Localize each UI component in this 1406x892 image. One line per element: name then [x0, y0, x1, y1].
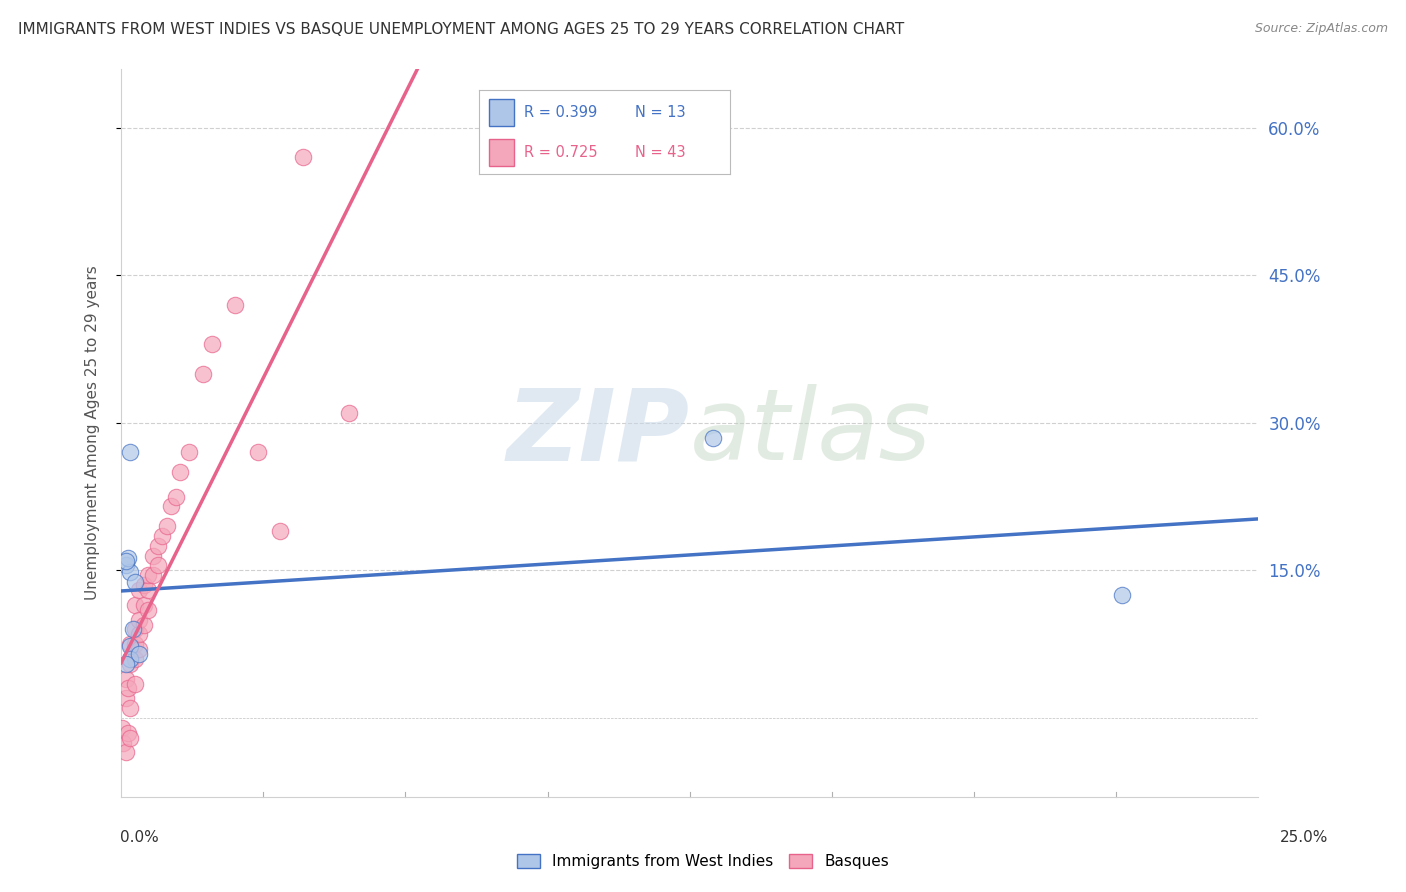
- Point: [337, 406, 360, 420]
- Point: [114, 691, 136, 706]
- Point: [114, 672, 136, 686]
- Point: [191, 367, 214, 381]
- Point: [165, 490, 187, 504]
- Point: [132, 617, 155, 632]
- Point: [246, 445, 269, 459]
- Point: [124, 637, 146, 651]
- Point: [114, 657, 136, 671]
- Point: [142, 568, 165, 582]
- Point: [160, 500, 183, 514]
- Point: [128, 647, 150, 661]
- Point: [146, 539, 169, 553]
- Point: [114, 558, 136, 573]
- Point: [117, 681, 139, 696]
- Point: [114, 746, 136, 760]
- Text: IMMIGRANTS FROM WEST INDIES VS BASQUE UNEMPLOYMENT AMONG AGES 25 TO 29 YEARS COR: IMMIGRANTS FROM WEST INDIES VS BASQUE UN…: [18, 22, 904, 37]
- Text: 0.0%: 0.0%: [120, 830, 159, 845]
- Point: [117, 725, 139, 739]
- Point: [132, 578, 155, 592]
- Point: [120, 566, 142, 580]
- Point: [120, 652, 142, 666]
- Point: [117, 550, 139, 565]
- Point: [120, 731, 142, 745]
- Point: [292, 150, 315, 164]
- Point: [124, 598, 146, 612]
- Point: [201, 337, 224, 351]
- Point: [120, 657, 142, 671]
- Point: [120, 701, 142, 715]
- Point: [142, 549, 165, 563]
- Point: [138, 568, 160, 582]
- Point: [138, 603, 160, 617]
- Point: [121, 623, 143, 637]
- Point: [128, 613, 150, 627]
- Point: [114, 553, 136, 567]
- Point: [224, 298, 246, 312]
- Point: [112, 736, 135, 750]
- Text: ZIP: ZIP: [506, 384, 690, 481]
- Point: [150, 529, 173, 543]
- Point: [124, 652, 146, 666]
- Point: [146, 558, 169, 573]
- Point: [269, 524, 291, 538]
- Point: [128, 642, 150, 657]
- Point: [132, 598, 155, 612]
- Point: [1111, 588, 1133, 602]
- Point: [138, 583, 160, 598]
- Point: [124, 575, 146, 590]
- Point: [156, 519, 179, 533]
- Point: [179, 445, 201, 459]
- Point: [128, 627, 150, 641]
- Point: [124, 676, 146, 690]
- Text: Source: ZipAtlas.com: Source: ZipAtlas.com: [1254, 22, 1388, 36]
- Point: [702, 431, 724, 445]
- Text: atlas: atlas: [690, 384, 931, 481]
- Point: [124, 623, 146, 637]
- Point: [169, 465, 191, 479]
- Point: [120, 639, 142, 653]
- Text: 25.0%: 25.0%: [1281, 830, 1329, 845]
- Y-axis label: Unemployment Among Ages 25 to 29 years: Unemployment Among Ages 25 to 29 years: [86, 265, 100, 600]
- Point: [120, 445, 142, 459]
- Legend: Immigrants from West Indies, Basques: Immigrants from West Indies, Basques: [512, 848, 894, 875]
- Point: [120, 637, 142, 651]
- Point: [128, 583, 150, 598]
- Point: [111, 721, 134, 735]
